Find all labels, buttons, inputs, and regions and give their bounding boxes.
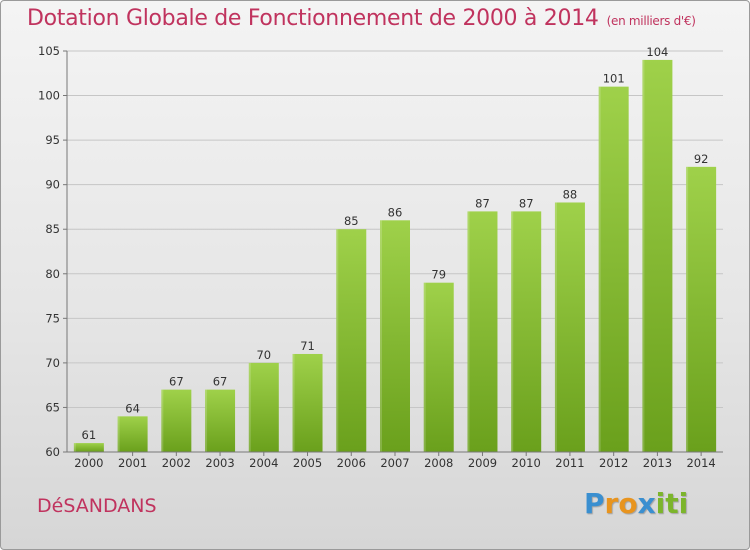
logo-letter: i <box>678 487 689 520</box>
bar <box>686 166 717 452</box>
y-tick-label: 100 <box>38 89 60 103</box>
y-tick-label: 70 <box>45 356 60 370</box>
proxiti-logo: Proxiti <box>584 487 688 520</box>
data-label: 87 <box>519 196 534 210</box>
x-tick-label: 2000 <box>74 456 103 470</box>
y-tick-label: 65 <box>45 400 60 414</box>
bar-highlight <box>117 416 120 452</box>
x-tick-label: 2001 <box>118 456 147 470</box>
x-tick-label: 2008 <box>424 456 453 470</box>
bar <box>117 416 148 452</box>
bar <box>598 86 629 453</box>
bar-highlight <box>336 229 339 452</box>
y-tick-label: 75 <box>45 311 60 325</box>
data-label: 71 <box>300 339 315 353</box>
bars: 61 64 67 67 70 71 85 86 79 87 87 88 101 104 92 <box>73 45 717 453</box>
bar-highlight <box>248 362 251 452</box>
y-tick-label: 80 <box>45 267 60 281</box>
bar-highlight <box>73 443 76 452</box>
bar-highlight <box>380 220 382 452</box>
bar <box>248 362 279 452</box>
data-label: 67 <box>213 375 228 389</box>
chart-subtitle: (en milliers d'€) <box>606 14 696 28</box>
y-tick-label: 95 <box>45 133 60 147</box>
logo-letter: x <box>637 487 656 520</box>
bar-highlight <box>423 282 426 452</box>
x-tick-label: 2006 <box>337 456 366 470</box>
bar <box>205 389 236 452</box>
bar <box>642 59 673 453</box>
data-label: 64 <box>125 401 140 415</box>
data-label: 104 <box>646 45 668 59</box>
x-tick-label: 2010 <box>512 456 541 470</box>
data-label: 87 <box>475 196 490 210</box>
x-tick-label: 2004 <box>249 456 278 470</box>
bar-highlight <box>205 389 208 452</box>
bar-highlight <box>686 166 689 452</box>
bar <box>292 353 323 452</box>
data-label: 70 <box>256 348 271 362</box>
bar-highlight <box>161 389 164 452</box>
data-label: 61 <box>82 428 97 442</box>
chart-title-text: Dotation Globale de Fonctionnement de 20… <box>27 6 599 31</box>
y-tick-label: 60 <box>45 445 60 459</box>
x-tick-label: 2014 <box>686 456 715 470</box>
y-tick-label: 85 <box>45 222 60 236</box>
bar <box>73 443 104 452</box>
x-tick-label: 2013 <box>643 456 672 470</box>
bar-highlight <box>642 59 645 453</box>
bar <box>423 282 454 452</box>
axes: 60 65 70 75 80 85 90 95 100 105 2000 2001 2002 2003 20… <box>38 44 723 470</box>
x-tick-label: 2007 <box>380 456 409 470</box>
bar <box>380 220 410 452</box>
data-label: 88 <box>563 187 578 201</box>
logo-letter: r <box>604 487 619 520</box>
y-tick-label: 90 <box>45 178 60 192</box>
data-label: 101 <box>603 72 625 86</box>
bar-highlight <box>292 353 295 452</box>
data-label: 85 <box>344 214 359 228</box>
x-tick-label: 2005 <box>293 456 322 470</box>
bar-highlight <box>511 211 514 452</box>
bar-highlight <box>554 202 557 452</box>
logo-letter: P <box>584 487 605 520</box>
y-tick-label: 105 <box>38 44 60 58</box>
logo-letter: t <box>665 487 679 520</box>
commune-name: DéSANDANS <box>37 495 157 517</box>
x-tick-label: 2002 <box>162 456 191 470</box>
bar <box>554 202 585 452</box>
bar <box>161 389 192 452</box>
x-tick-label: 2003 <box>205 456 234 470</box>
data-label: 92 <box>694 152 709 166</box>
chart-title: Dotation Globale de Fonctionnement de 20… <box>27 6 696 31</box>
logo-letter: i <box>655 487 666 520</box>
bar-highlight <box>598 86 601 453</box>
bar <box>467 211 498 452</box>
bar <box>336 229 367 452</box>
x-tick-label: 2011 <box>555 456 584 470</box>
logo-letter: o <box>618 487 638 520</box>
x-tick-label: 2012 <box>599 456 628 470</box>
data-label: 67 <box>169 375 184 389</box>
bar-highlight <box>467 211 470 452</box>
bar <box>511 211 542 452</box>
data-label: 86 <box>388 205 403 219</box>
x-tick-label: 2009 <box>468 456 497 470</box>
data-label: 79 <box>431 268 446 282</box>
